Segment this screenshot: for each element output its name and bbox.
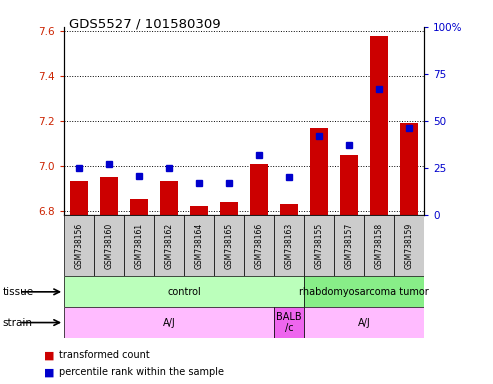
Bar: [124, 215, 154, 276]
Text: GSM738164: GSM738164: [195, 223, 204, 269]
Text: ■: ■: [44, 350, 55, 360]
Text: GSM738156: GSM738156: [74, 223, 84, 269]
Bar: [214, 215, 244, 276]
Bar: [364, 215, 394, 276]
Text: GSM738155: GSM738155: [315, 223, 323, 269]
Text: GSM738166: GSM738166: [254, 223, 264, 269]
Bar: [64, 307, 274, 338]
Bar: [184, 215, 214, 276]
Bar: [304, 276, 424, 307]
Text: GSM738162: GSM738162: [165, 223, 174, 269]
Bar: [64, 276, 304, 307]
Bar: [274, 307, 304, 338]
Bar: [70, 182, 88, 215]
Text: A/J: A/J: [163, 318, 176, 328]
Bar: [250, 164, 268, 215]
Bar: [64, 215, 94, 276]
Text: GSM738159: GSM738159: [404, 223, 414, 269]
Text: GSM738160: GSM738160: [105, 223, 113, 269]
Bar: [400, 123, 418, 215]
Text: GSM738161: GSM738161: [135, 223, 143, 269]
Text: tissue: tissue: [2, 287, 34, 297]
Bar: [304, 215, 334, 276]
Text: percentile rank within the sample: percentile rank within the sample: [59, 367, 224, 377]
Bar: [160, 182, 178, 215]
Bar: [310, 127, 328, 215]
Text: BALB
/c: BALB /c: [276, 312, 302, 333]
Bar: [340, 155, 358, 215]
Bar: [100, 177, 118, 215]
Bar: [94, 215, 124, 276]
Text: GSM738163: GSM738163: [284, 223, 293, 269]
Bar: [394, 215, 424, 276]
Bar: [220, 202, 238, 215]
Bar: [280, 204, 298, 215]
Bar: [274, 215, 304, 276]
Bar: [244, 215, 274, 276]
Bar: [130, 199, 148, 215]
Text: control: control: [167, 287, 201, 297]
Bar: [304, 307, 424, 338]
Text: GSM738165: GSM738165: [224, 223, 234, 269]
Text: GSM738157: GSM738157: [345, 223, 353, 269]
Text: rhabdomyosarcoma tumor: rhabdomyosarcoma tumor: [299, 287, 429, 297]
Text: A/J: A/J: [357, 318, 370, 328]
Bar: [190, 206, 208, 215]
Text: transformed count: transformed count: [59, 350, 150, 360]
Text: ■: ■: [44, 367, 55, 377]
Text: strain: strain: [2, 318, 33, 328]
Bar: [154, 215, 184, 276]
Text: GSM738158: GSM738158: [375, 223, 384, 269]
Text: GDS5527 / 101580309: GDS5527 / 101580309: [69, 17, 221, 30]
Bar: [334, 215, 364, 276]
Bar: [370, 36, 388, 215]
